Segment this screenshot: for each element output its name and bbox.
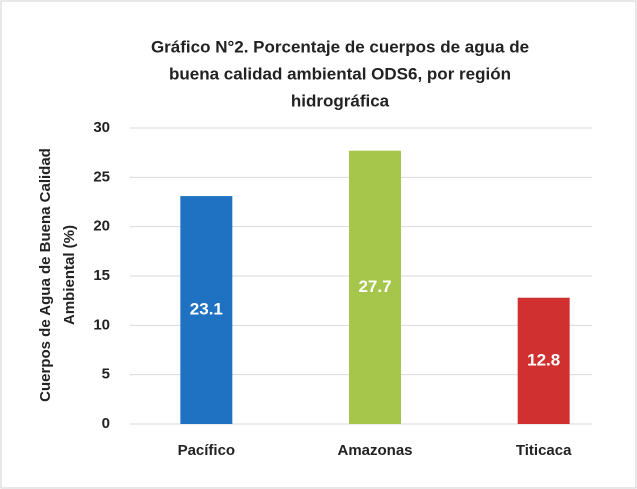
bar [180, 196, 233, 424]
y-tick-label: 0 [102, 415, 110, 432]
data-label: 12.8 [527, 350, 560, 369]
y-tick-label: 20 [93, 218, 110, 235]
y-axis-label: Cuerpos de Agua de Buena Calidad [37, 148, 54, 402]
y-axis-label: Ambiental (%) [61, 225, 78, 325]
bar [517, 297, 570, 424]
y-tick-label: 25 [93, 168, 110, 185]
chart-title: Gráfico N°2. Porcentaje de cuerpos de ag… [151, 37, 529, 56]
x-tick-label: Pacífico [178, 442, 236, 459]
y-tick-label: 5 [102, 366, 110, 383]
x-tick-label: Titicaca [516, 442, 572, 459]
data-label: 27.7 [358, 277, 391, 296]
bar [349, 150, 401, 424]
data-label: 23.1 [190, 300, 223, 319]
chart-title: hidrográfica [291, 91, 390, 110]
x-tick-label: Amazonas [337, 442, 412, 459]
y-tick-label: 15 [93, 267, 110, 284]
y-tick-label: 30 [93, 119, 110, 136]
chart-title: buena calidad ambiental ODS6, por región [169, 64, 511, 83]
y-tick-label: 10 [93, 316, 110, 333]
